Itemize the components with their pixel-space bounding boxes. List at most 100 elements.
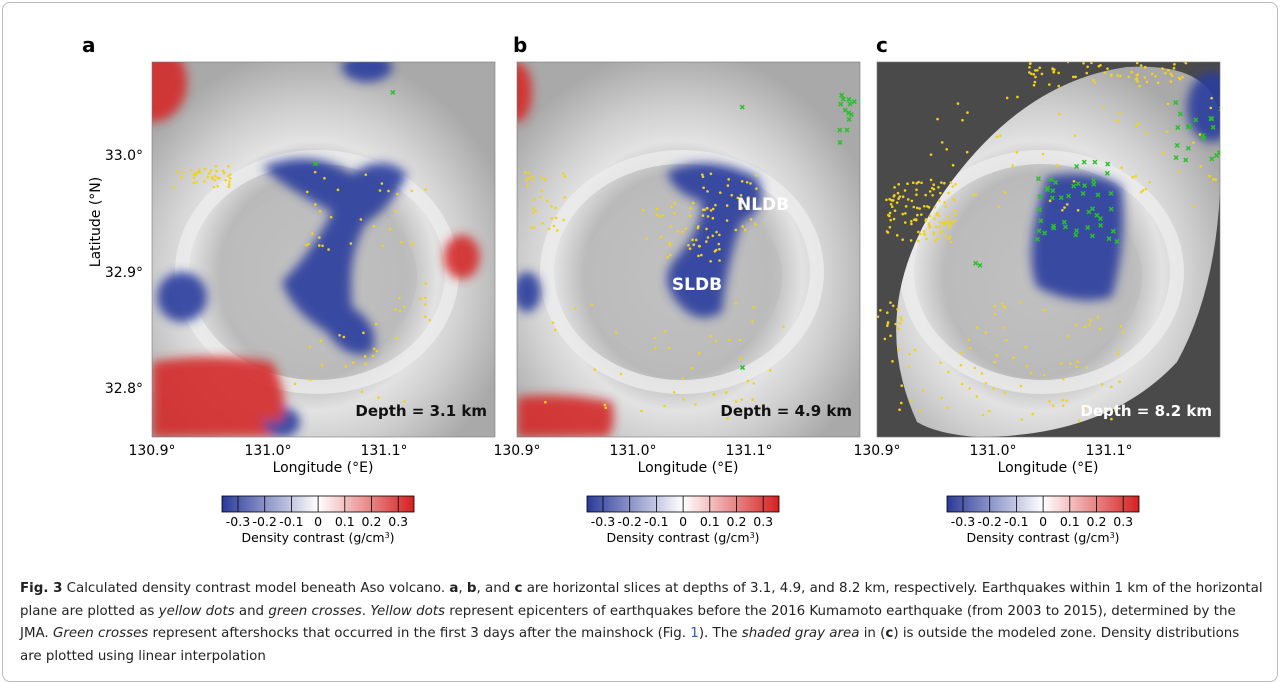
quake-dot (1074, 134, 1077, 137)
quake-dot (943, 223, 946, 226)
quake-dot (937, 186, 940, 189)
quake-dot (419, 297, 422, 300)
quake-dot (1067, 335, 1070, 338)
quake-dot (1003, 326, 1006, 329)
quake-dot (943, 182, 946, 185)
x-axis-label: Longitude (°E) (638, 460, 739, 476)
quake-dot (906, 182, 909, 185)
quake-dot (527, 177, 530, 180)
quake-dot (227, 186, 230, 189)
quake-dot (1038, 66, 1041, 69)
quake-dot (718, 234, 721, 237)
colorbar-tick-label: 0.1 (1060, 514, 1080, 529)
quake-dot (1167, 69, 1170, 72)
quake-dot (1233, 110, 1236, 113)
quake-dot (982, 414, 985, 417)
caption-text: b (467, 581, 477, 596)
quake-dot (912, 181, 915, 184)
quake-dot (215, 170, 218, 173)
quake-dot (562, 172, 565, 175)
quake-dot (712, 208, 715, 211)
quake-dot (337, 189, 340, 192)
quake-dot (728, 339, 731, 342)
caption-text: Calculated density contrast model beneat… (62, 581, 449, 596)
quake-dot (941, 141, 944, 144)
y-tick-label: 32.9° (105, 265, 143, 281)
colorbar-tick-label: -0.1 (1004, 514, 1028, 529)
quake-dot (939, 221, 942, 224)
quake-dot (211, 176, 214, 179)
quake-dot (1034, 69, 1037, 72)
quake-dot (870, 324, 873, 327)
quake-dot (864, 306, 867, 309)
quake-dot (375, 323, 378, 326)
quake-dot (706, 207, 709, 210)
quake-dot (1034, 81, 1037, 84)
quake-dot (1065, 399, 1068, 402)
quake-dot (1157, 81, 1160, 84)
caption-text: Yellow dots (370, 604, 445, 619)
colorbar-tick-label: 0.2 (727, 514, 747, 529)
quake-dot (1048, 400, 1051, 403)
quake-dot (1116, 74, 1119, 77)
quake-dot (210, 169, 213, 172)
quake-dot (910, 239, 913, 242)
quake-dot (394, 210, 397, 213)
quake-dot (526, 185, 529, 188)
quake-dot (994, 313, 997, 316)
colorbar-tick-label: -0.1 (279, 514, 303, 529)
quake-dot (1073, 180, 1076, 183)
quake-dot (754, 223, 757, 226)
quake-dot (1135, 78, 1138, 81)
quake-dot (364, 355, 367, 358)
quake-dot (1052, 68, 1055, 71)
quake-dot (531, 175, 534, 178)
quake-dot (1061, 399, 1064, 402)
figure-link[interactable]: 1 (690, 626, 699, 641)
quake-dot (311, 232, 314, 235)
quake-dot (400, 241, 403, 244)
quake-dot (1176, 56, 1179, 59)
quake-dot (904, 189, 907, 192)
quake-dot (1069, 362, 1072, 365)
quake-dot (361, 390, 364, 393)
quake-dot (1028, 71, 1031, 74)
quake-dot (926, 205, 929, 208)
quake-dot (1060, 362, 1063, 365)
colorbar-label-part: Density contrast (g/cm (241, 530, 384, 545)
quake-dot (1089, 319, 1092, 322)
colorbar-tick-label: 0.3 (753, 514, 773, 529)
caption-text: in ( (859, 626, 885, 641)
quake-dot (889, 212, 892, 215)
panel-letter: c (876, 33, 888, 57)
quake-dot (1101, 383, 1104, 386)
density-anomaly (517, 395, 614, 437)
quake-dot (398, 297, 401, 300)
quake-dot (694, 403, 697, 406)
quake-dot (213, 186, 216, 189)
quake-dot (715, 231, 718, 234)
quake-dot (229, 173, 232, 176)
quake-dot (620, 373, 623, 376)
quake-dot (928, 224, 931, 227)
quake-dot (396, 193, 399, 196)
quake-dot (1006, 97, 1009, 100)
colorbar-tick-label: -0.1 (644, 514, 668, 529)
quake-dot (532, 211, 535, 214)
quake-dot (673, 391, 676, 394)
region-label: NLDB (737, 195, 789, 215)
quake-dot (540, 196, 543, 199)
quake-dot (1146, 81, 1149, 84)
quake-dot (373, 348, 376, 351)
quake-dot (1066, 203, 1069, 206)
quake-dot (1097, 316, 1100, 319)
quake-dot (1033, 84, 1036, 87)
quake-dot (1077, 209, 1080, 212)
colorbar-label-part: ) (1115, 530, 1120, 545)
quake-dot (947, 192, 950, 195)
quake-dot (540, 176, 543, 179)
quake-dot (889, 334, 892, 337)
colorbar-tick-label: -0.3 (591, 514, 615, 529)
quake-dot (1118, 380, 1121, 383)
quake-dot (574, 307, 577, 310)
